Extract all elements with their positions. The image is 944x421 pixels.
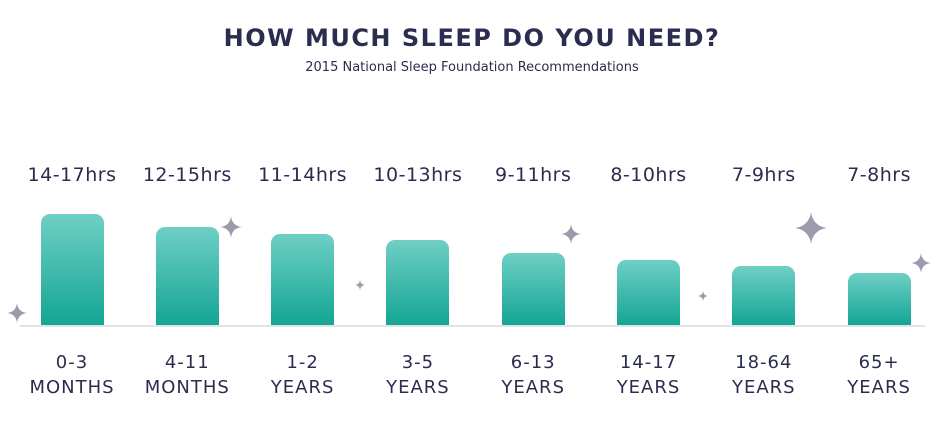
value-label: 10-13hrs <box>373 164 463 186</box>
category-label: 4-11 MONTHS <box>144 352 230 398</box>
bar <box>386 240 450 325</box>
value-label: 9-11hrs <box>495 164 572 186</box>
bar <box>732 266 796 325</box>
bar <box>847 272 911 325</box>
category-label: 3-5 YEARS <box>386 352 450 398</box>
bar <box>155 227 219 325</box>
category-label: 14-17 YEARS <box>616 352 681 398</box>
value-label: 12-15hrs <box>142 164 232 186</box>
value-label: 7-9hrs <box>731 164 796 186</box>
baseline <box>20 325 925 327</box>
value-label: 11-14hrs <box>258 164 348 186</box>
value-label: 14-17hrs <box>27 164 117 186</box>
bar <box>617 259 680 325</box>
chart-subtitle: 2015 National Sleep Foundation Recommend… <box>305 60 639 75</box>
bar <box>40 214 104 325</box>
bar <box>501 253 565 325</box>
category-label: 6-13 YEARS <box>501 352 565 398</box>
category-label: 1-2 YEARS <box>270 352 335 398</box>
bar <box>271 233 335 325</box>
value-label: 7-8hrs <box>847 164 911 186</box>
chart-title: HOW MUCH SLEEP DO YOU NEED? <box>223 24 721 52</box>
value-label: 8-10hrs <box>610 164 687 186</box>
category-label: 65+ YEARS <box>847 352 911 398</box>
category-label: 18-64 YEARS <box>731 352 796 398</box>
category-label: 0-3 MONTHS <box>29 352 115 398</box>
